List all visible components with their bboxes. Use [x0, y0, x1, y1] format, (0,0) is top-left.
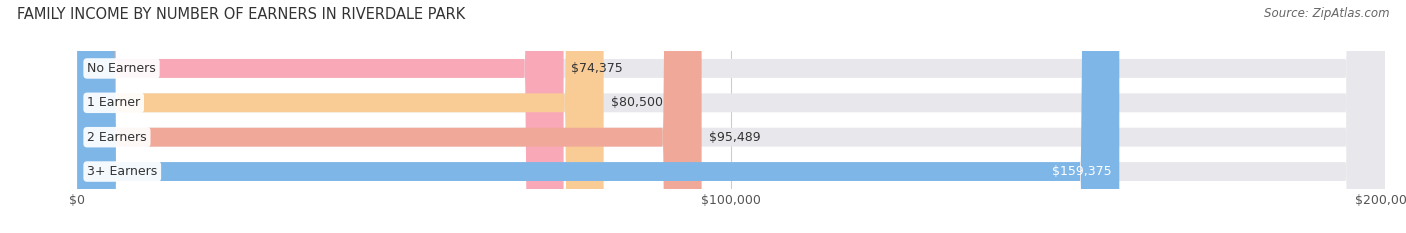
FancyBboxPatch shape [77, 0, 603, 233]
FancyBboxPatch shape [77, 0, 702, 233]
Text: 2 Earners: 2 Earners [87, 131, 146, 144]
Text: FAMILY INCOME BY NUMBER OF EARNERS IN RIVERDALE PARK: FAMILY INCOME BY NUMBER OF EARNERS IN RI… [17, 7, 465, 22]
Text: No Earners: No Earners [87, 62, 156, 75]
Text: $74,375: $74,375 [571, 62, 623, 75]
FancyBboxPatch shape [77, 0, 1385, 233]
FancyBboxPatch shape [77, 0, 564, 233]
Text: 3+ Earners: 3+ Earners [87, 165, 157, 178]
Text: Source: ZipAtlas.com: Source: ZipAtlas.com [1264, 7, 1389, 20]
Text: $80,500: $80,500 [612, 96, 664, 109]
Text: 1 Earner: 1 Earner [87, 96, 141, 109]
FancyBboxPatch shape [77, 0, 1385, 233]
FancyBboxPatch shape [77, 0, 1119, 233]
FancyBboxPatch shape [77, 0, 1385, 233]
Text: $95,489: $95,489 [710, 131, 761, 144]
Text: $159,375: $159,375 [1052, 165, 1112, 178]
FancyBboxPatch shape [77, 0, 1385, 233]
